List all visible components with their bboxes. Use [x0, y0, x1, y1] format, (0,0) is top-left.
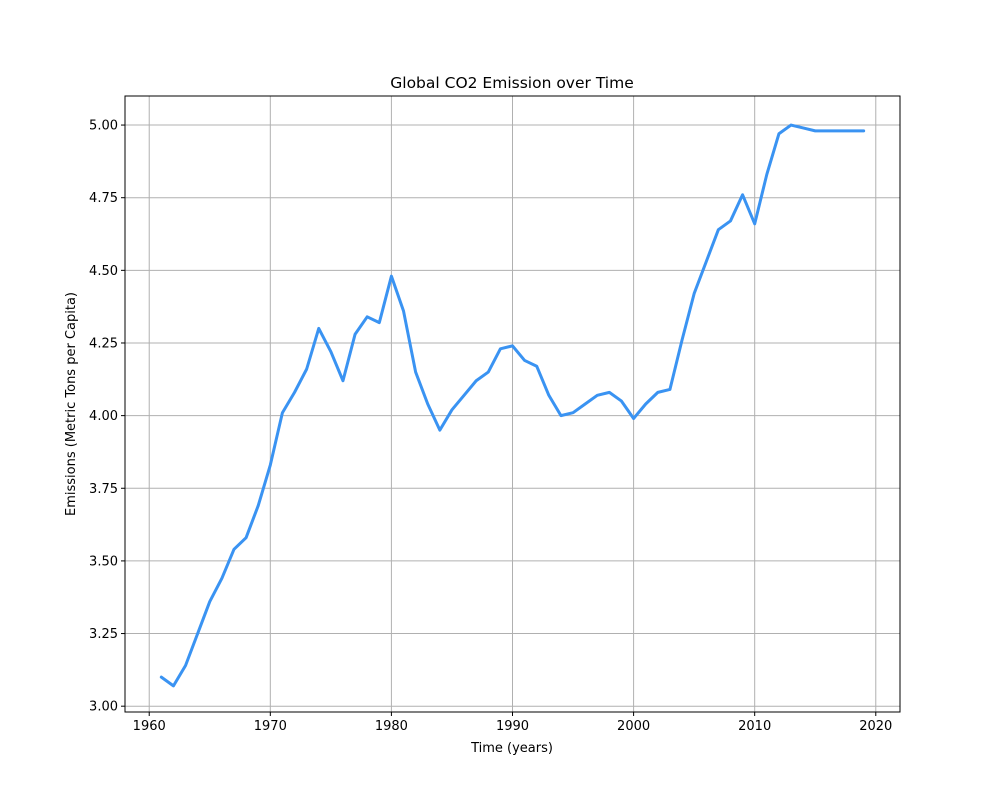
data-point [681, 339, 684, 342]
data-point [232, 548, 235, 551]
data-point [438, 429, 441, 432]
data-point [547, 394, 550, 397]
y-tick-label: 3.50 [89, 554, 118, 569]
data-point [559, 414, 562, 417]
data-point [826, 129, 829, 132]
data-point [487, 371, 490, 374]
data-point [596, 394, 599, 397]
data-point [535, 365, 538, 368]
data-point [753, 222, 756, 225]
data-point [160, 676, 163, 679]
data-point [450, 408, 453, 411]
data-point [644, 403, 647, 406]
data-point [790, 124, 793, 127]
data-point [354, 333, 357, 336]
data-point [608, 391, 611, 394]
chart-title: Global CO2 Emission over Time [390, 74, 634, 92]
data-point [269, 464, 272, 467]
data-point [293, 391, 296, 394]
data-point [656, 391, 659, 394]
x-tick-label: 2000 [617, 719, 650, 734]
data-point [463, 394, 466, 397]
series-group [159, 123, 866, 688]
data-point [305, 368, 308, 371]
data-point [184, 664, 187, 667]
data-point [572, 411, 575, 414]
x-tick-label: 1980 [375, 719, 408, 734]
data-point [220, 577, 223, 580]
data-point [245, 536, 248, 539]
x-tick-label: 2020 [859, 719, 892, 734]
x-tick-label: 1970 [254, 719, 287, 734]
data-point [378, 321, 381, 324]
y-tick-label: 4.50 [89, 264, 118, 279]
data-point [693, 292, 696, 295]
data-point [584, 403, 587, 406]
axis-ticks: 1960 1970 1980 1990 2000 2010 2020 3.00 3.25 3.50… [89, 119, 892, 734]
y-tick-label: 3.25 [89, 627, 118, 642]
x-tick-label: 2010 [738, 719, 771, 734]
y-axis-title: Emissions (Metric Tons per Capita) [64, 292, 79, 516]
y-tick-label: 3.75 [89, 482, 118, 497]
data-point [705, 260, 708, 263]
data-point [257, 504, 260, 507]
data-point [172, 684, 175, 687]
data-point [475, 379, 478, 382]
grid [125, 96, 900, 712]
data-point [511, 344, 514, 347]
data-point [814, 129, 817, 132]
data-point [632, 417, 635, 420]
y-tick-label: 4.25 [89, 336, 118, 351]
data-point [765, 173, 768, 176]
y-tick-label: 5.00 [89, 119, 118, 134]
data-point [777, 132, 780, 135]
data-point [281, 411, 284, 414]
data-point [366, 315, 369, 318]
data-point [802, 126, 805, 129]
data-point [402, 310, 405, 313]
x-tick-label: 1990 [496, 719, 529, 734]
data-point [390, 275, 393, 278]
data-point [196, 632, 199, 635]
data-point [668, 388, 671, 391]
data-point [329, 350, 332, 353]
data-point [741, 193, 744, 196]
data-point [523, 359, 526, 362]
x-axis-title: Time (years) [470, 741, 553, 756]
data-point [717, 228, 720, 231]
data-point [341, 379, 344, 382]
data-point [838, 129, 841, 132]
data-point [729, 219, 732, 222]
y-tick-label: 4.00 [89, 409, 118, 424]
data-point [499, 347, 502, 350]
series-line [159, 123, 866, 688]
data-point [850, 129, 853, 132]
data-point [317, 327, 320, 330]
data-point [414, 371, 417, 374]
x-tick-label: 1960 [133, 719, 166, 734]
data-point [620, 400, 623, 403]
data-point [862, 129, 865, 132]
y-tick-label: 4.75 [89, 191, 118, 206]
y-tick-label: 3.00 [89, 700, 118, 715]
data-point [426, 403, 429, 406]
data-point [208, 600, 211, 603]
